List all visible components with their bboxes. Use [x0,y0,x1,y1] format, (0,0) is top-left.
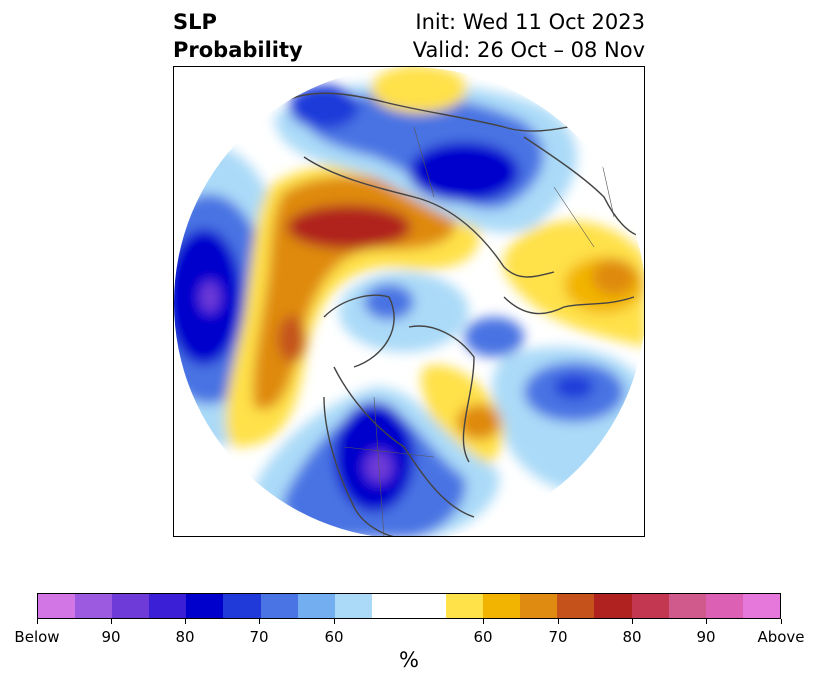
aleutian-above-80 [287,205,411,249]
map-title: SLP Probability [173,8,303,64]
colorbar-swatch [557,594,595,618]
colorbar-swatch [149,594,187,618]
colorbar-tick-label: Above [757,628,805,646]
probability-map-svg [174,67,644,536]
valid-range: Valid: 26 Oct – 08 Nov [412,38,645,62]
colorbar-tick-mark [632,619,633,624]
probability-field [174,67,644,536]
colorbar-tick-label: Below [14,628,60,646]
title-product: Probability [173,38,303,62]
colorbar-tick-label: 60 [324,628,344,646]
colorbar-swatch [75,594,113,618]
siberia-below-80 [409,142,519,202]
colorbar-tick-mark [111,619,112,624]
russia-below-80 [289,85,359,129]
colorbar-tick-mark [259,619,260,624]
arctic-below-70b [464,317,524,357]
polar-map [173,66,645,537]
colorbar-swatch [705,594,743,618]
arctic-above-60 [371,67,467,113]
colorbar-swatch [631,594,669,618]
colorbar-tick-mark [483,619,484,624]
colorbar-swatch [38,594,76,618]
arctic-below-70 [364,284,414,320]
colorbar-tick-mark [334,619,335,624]
atlantic-below-75 [554,375,594,399]
colorbar-swatch [112,594,150,618]
colorbar-tick-label: 80 [622,628,642,646]
colorbar-tick-mark [706,619,707,624]
colorbar-swatch [371,594,447,618]
colorbar-swatch [297,594,335,618]
colorbar-swatch [334,594,372,618]
init-date: Init: Wed 11 Oct 2023 [415,10,645,34]
colorbar-tick-mark [185,619,186,624]
colorbar-tick-label: 70 [548,628,568,646]
colorbar-tick-mark [781,619,782,624]
aleutian-above-80b [278,315,306,363]
colorbar-tick-mark [37,619,38,624]
colorbar-swatch [668,594,706,618]
colorbar-swatch [446,594,484,618]
colorbar-swatch [223,594,261,618]
colorbar-tick-label: 90 [101,628,121,646]
colorbar-swatch [186,594,224,618]
colorbar-swatch [483,594,521,618]
europe-above-75 [592,259,636,295]
colorbar-tick-label: 70 [249,628,269,646]
greenland-above-70 [457,404,501,440]
map-dates: Init: Wed 11 Oct 2023 Valid: 26 Oct – 08… [413,8,645,64]
colorbar-unit: % [399,648,419,672]
coastlines [273,92,644,536]
colorbar-swatch [260,594,298,618]
title-variable: SLP [173,10,217,34]
colorbar [37,593,781,619]
colorbar-swatch [742,594,780,618]
colorbar-tick-label: 60 [473,628,493,646]
colorbar-swatch [594,594,632,618]
colorbar-swatch [520,594,558,618]
colorbar-tick-label: 80 [175,628,195,646]
colorbar-tick-label: 90 [696,628,716,646]
pacific-below-90 [200,281,220,313]
colorbar-tick-mark [558,619,559,624]
